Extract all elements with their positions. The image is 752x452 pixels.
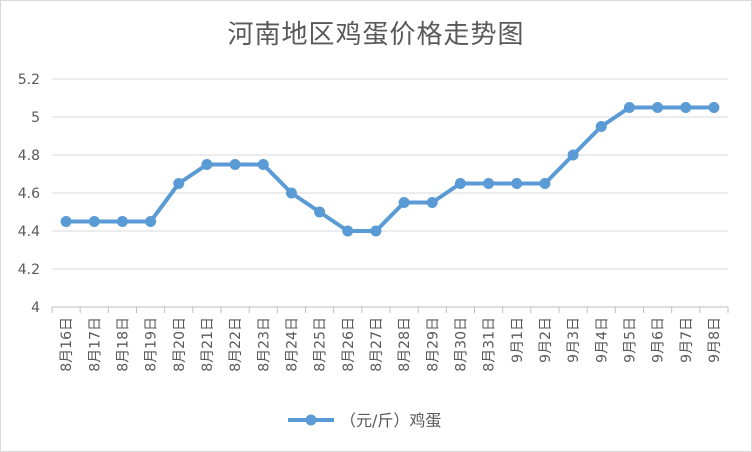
data-point xyxy=(285,187,297,199)
x-tick-label: 9月2日 xyxy=(538,317,554,363)
data-point xyxy=(595,121,607,132)
data-point xyxy=(145,216,157,227)
data-point xyxy=(454,178,466,189)
x-tick-label: 8月31日 xyxy=(482,317,498,372)
data-point xyxy=(623,102,635,113)
x-tick-label: 8月16日 xyxy=(59,317,75,372)
y-tick-label: 4 xyxy=(31,300,40,316)
x-tick-label: 8月25日 xyxy=(313,317,329,372)
x-tick-label: 8月21日 xyxy=(200,317,216,372)
y-tick-label: 4.4 xyxy=(18,224,40,240)
y-tick-label: 4.2 xyxy=(18,262,40,278)
chart-title: 河南地区鸡蛋价格走势图 xyxy=(227,20,525,50)
legend-entry: （元/斤）鸡蛋 xyxy=(340,411,441,430)
x-tick-label: 9月4日 xyxy=(594,317,610,363)
y-tick-label: 4.8 xyxy=(18,148,40,164)
data-point xyxy=(60,216,72,227)
data-point xyxy=(539,178,551,189)
data-point xyxy=(652,102,664,113)
data-point xyxy=(680,102,692,113)
data-point xyxy=(229,159,241,170)
x-tick-label: 8月30日 xyxy=(453,317,469,372)
legend: （元/斤）鸡蛋 xyxy=(288,411,441,430)
x-tick-label: 8月24日 xyxy=(284,317,300,372)
series-line xyxy=(64,105,716,233)
data-point xyxy=(342,225,354,237)
data-point xyxy=(483,178,495,189)
series-layer xyxy=(60,102,720,237)
x-axis: 8月16日 8月17日 8月18日 8月19日 8月20日 8月21日 8月22日 8月23日… xyxy=(51,307,729,372)
x-tick-label: 9月1日 xyxy=(510,317,526,363)
data-point xyxy=(398,197,410,208)
x-tick-label: 8月22日 xyxy=(228,317,244,372)
data-point xyxy=(173,178,185,189)
x-tick-label: 8月26日 xyxy=(341,317,357,372)
x-tick-label: 8月28日 xyxy=(397,317,413,372)
x-tick-label: 8月20日 xyxy=(172,317,188,372)
y-axis: 4 4.2 4.4 4.6 4.8 5 5.2 xyxy=(18,72,40,316)
data-point xyxy=(511,178,523,189)
x-tick-label: 9月7日 xyxy=(679,317,695,363)
legend-marker-swatch xyxy=(305,414,317,426)
x-tick-label: 8月19日 xyxy=(144,317,160,372)
x-tick-label: 9月3日 xyxy=(566,317,582,363)
grid-lines xyxy=(52,78,728,308)
data-point xyxy=(426,197,438,208)
y-tick-label: 5 xyxy=(31,110,40,126)
data-point xyxy=(708,102,720,113)
x-tick-label: 9月6日 xyxy=(651,317,667,363)
x-tick-label: 8月23日 xyxy=(256,317,272,372)
data-point xyxy=(201,159,213,170)
x-tick-label: 8月18日 xyxy=(115,317,131,372)
data-point xyxy=(116,216,128,227)
y-tick-label: 4.6 xyxy=(18,186,40,202)
x-tick-label: 9月5日 xyxy=(622,317,638,363)
x-tick-label: 9月8日 xyxy=(707,317,723,363)
x-tick-label: 8月29日 xyxy=(425,317,441,372)
data-point xyxy=(314,206,326,218)
data-point xyxy=(370,225,382,237)
data-point xyxy=(88,216,100,227)
x-tick-label: 8月17日 xyxy=(87,317,103,372)
data-point xyxy=(567,149,579,161)
y-tick-label: 5.2 xyxy=(18,72,40,88)
data-point xyxy=(257,159,269,170)
x-tick-label: 8月27日 xyxy=(369,317,385,372)
